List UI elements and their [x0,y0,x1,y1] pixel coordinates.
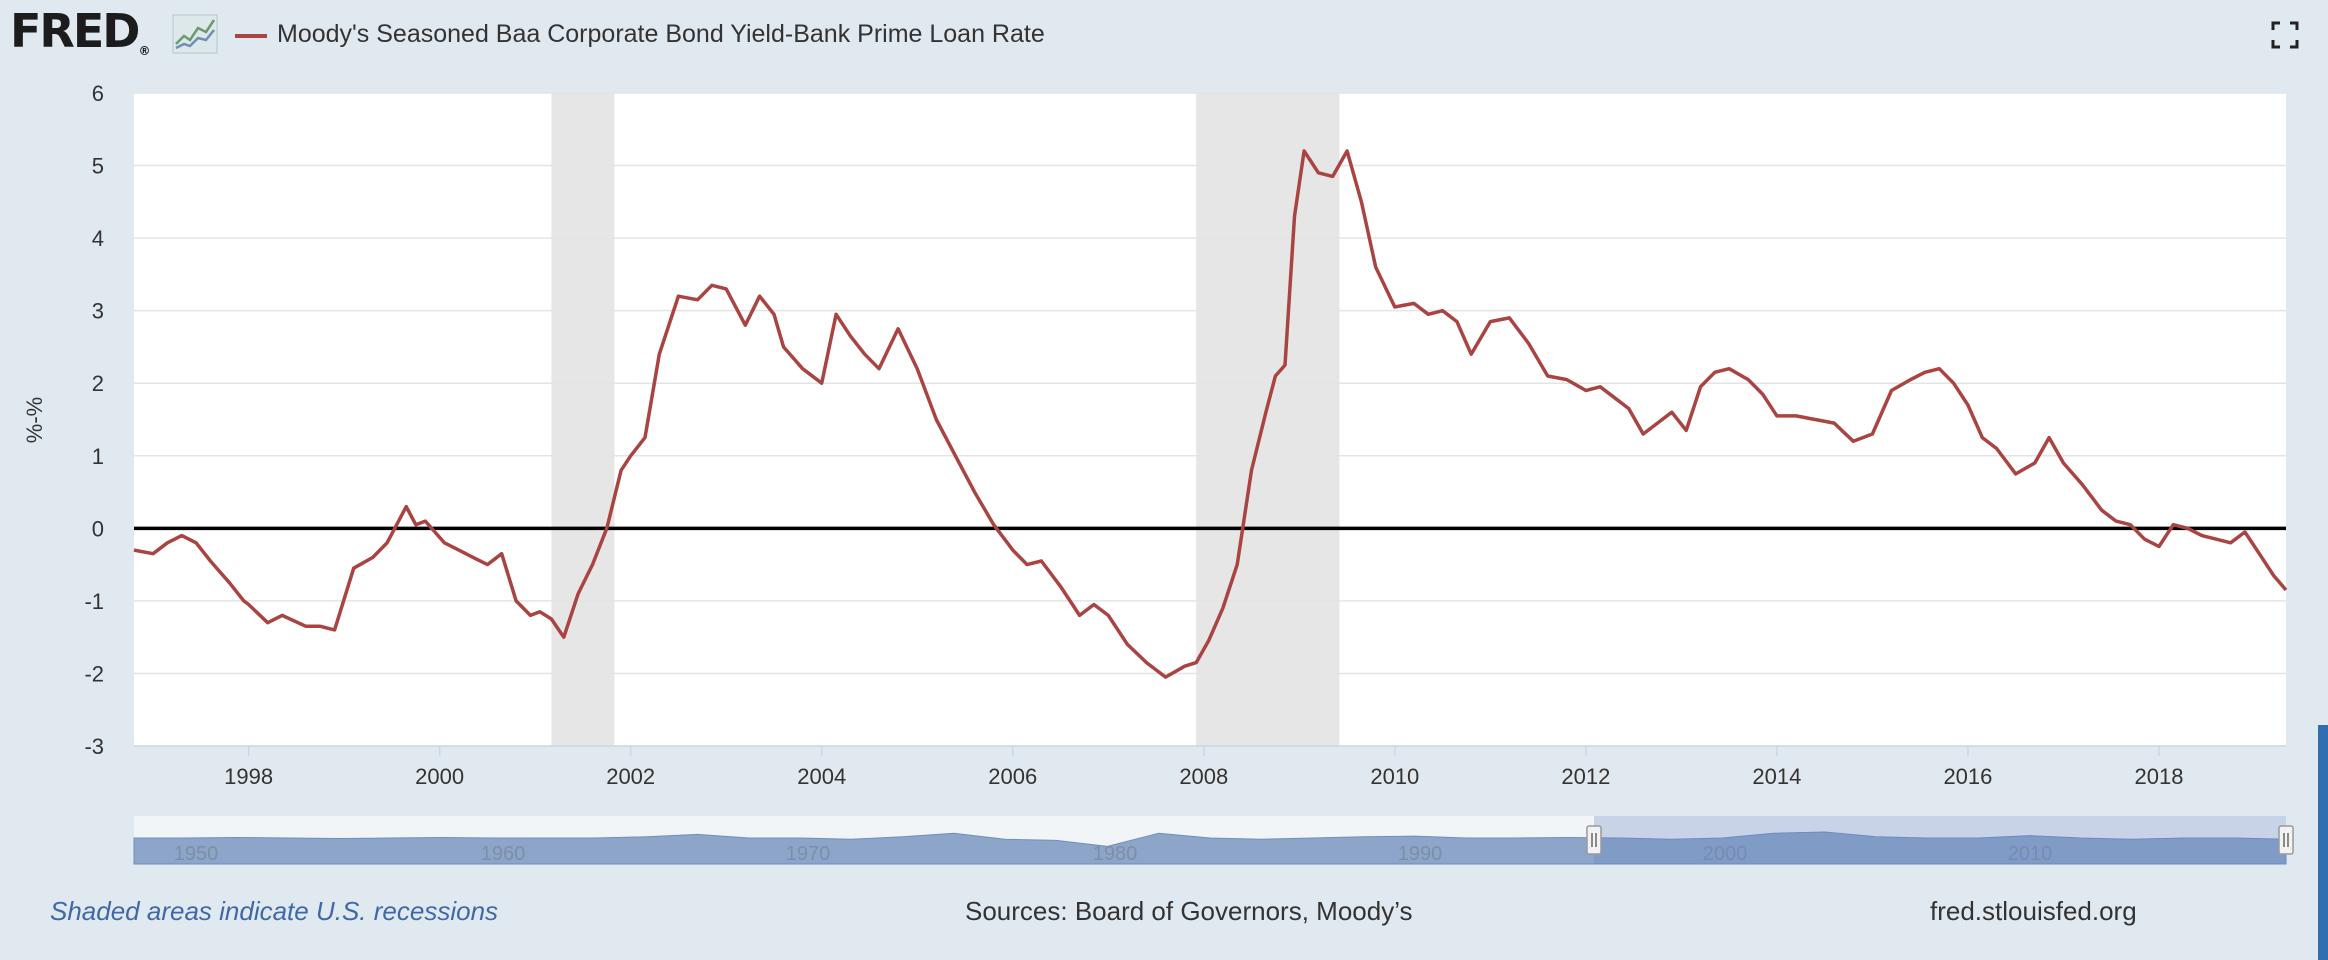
recession-band [1196,93,1340,746]
navigator-tick-label: 1990 [1398,843,1443,865]
fred-logo[interactable]: FRED® [10,4,151,58]
navigator-tick-label: 1980 [1093,843,1138,865]
chart-header: FRED® Moody's Seasoned Baa Corporate Bon… [0,0,2328,70]
x-tick-label: 2000 [415,764,464,789]
y-tick-label: -3 [84,734,104,759]
y-tick-label: 2 [92,371,104,396]
x-tick-label: 2014 [1752,764,1801,789]
y-tick-label: 4 [92,226,104,251]
series-line[interactable] [133,149,2288,679]
navigator-handle[interactable] [1586,825,1602,855]
y-tick-label: 1 [92,444,104,469]
x-tick-label: 2016 [1943,764,1992,789]
page-scrollbar[interactable] [2318,725,2328,960]
x-tick-label: 2018 [2134,764,2183,789]
x-tick-label: 2006 [988,764,1037,789]
recession-band [551,93,615,746]
y-tick-label: -1 [84,589,104,614]
navigator-tick-label: 2010 [2008,843,2053,865]
y-tick-label: 5 [92,154,104,179]
legend-swatch [235,34,267,38]
y-axis-label: %-% [22,397,47,443]
sources-text: Sources: Board of Governors, Moody’s [965,896,1413,926]
x-tick-label: 2004 [797,764,846,789]
x-tick-label: 2010 [1370,764,1419,789]
navigator-tick-label: 1970 [786,843,831,865]
navigator-selection[interactable] [1594,816,2286,864]
navigator-handle[interactable] [2278,825,2294,855]
line-chart-icon [172,14,218,54]
recession-note[interactable]: Shaded areas indicate U.S. recessions [50,896,499,926]
registered-mark: ® [138,44,151,58]
navigator-tick-label: 1950 [174,843,219,865]
navigator-handle-body[interactable] [2278,825,2294,855]
y-tick-label: 0 [92,516,104,541]
range-navigator[interactable]: 1950 1960 1970 1980 1990 2000 2010 [133,816,2294,865]
navigator-tick-label: 2000 [1703,843,1748,865]
x-tick-label: 1998 [224,764,273,789]
legend-series-label: Moody's Seasoned Baa Corporate Bond Yiel… [277,20,1045,48]
chart-area: -3 -2 -1 0 1 2 3 4 5 6 1998 2000 2002 2004 2006 2008 20… [22,81,2294,865]
y-tick-label: -2 [84,661,104,686]
x-tick-label: 2008 [1179,764,1228,789]
x-tick-label: 2002 [606,764,655,789]
site-link[interactable]: fred.stlouisfed.org [1930,896,2137,926]
navigator-handle-body[interactable] [1586,825,1602,855]
navigator-silhouette [133,831,2287,865]
expand-icon[interactable] [2270,20,2300,50]
navigator-tick-label: 1960 [481,843,526,865]
x-tick-label: 2012 [1561,764,1610,789]
y-tick-label: 3 [92,299,104,324]
y-tick-label: 6 [92,81,104,106]
